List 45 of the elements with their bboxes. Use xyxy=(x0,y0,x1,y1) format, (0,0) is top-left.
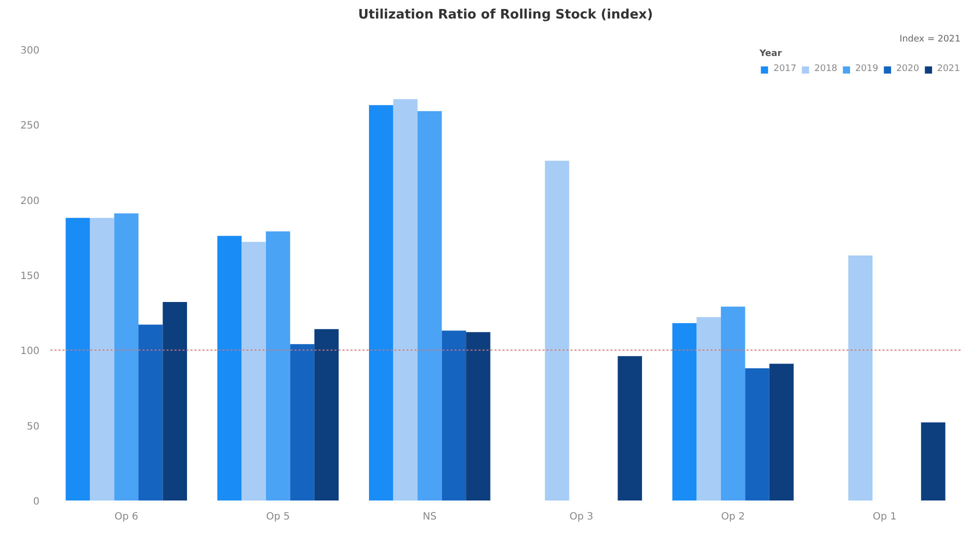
y-tick-label: 200 xyxy=(20,196,40,207)
y-tick-label: 300 xyxy=(20,46,40,56)
bar xyxy=(418,111,442,500)
bar xyxy=(314,329,339,500)
y-tick-label: 50 xyxy=(26,421,40,432)
text: Index = 2021 xyxy=(900,34,961,44)
legend-label: 2019 xyxy=(855,64,878,74)
bar xyxy=(442,330,466,500)
bar xyxy=(90,218,114,500)
bar xyxy=(66,218,90,500)
bar xyxy=(769,364,794,500)
bar xyxy=(266,231,290,500)
bar xyxy=(369,105,394,500)
bar xyxy=(162,302,187,500)
bar xyxy=(393,99,418,500)
x-tick-label: Op 5 xyxy=(266,512,290,522)
bar xyxy=(720,306,746,500)
y-tick-label: 0 xyxy=(33,496,40,508)
bar xyxy=(921,422,946,500)
y-tick-label: 250 xyxy=(20,120,40,132)
bar xyxy=(242,242,266,500)
x-tick-label: NS xyxy=(422,512,437,522)
legend-label: 2017 xyxy=(773,64,796,74)
y-tick-label: 150 xyxy=(20,271,40,282)
bar xyxy=(114,213,138,500)
bar xyxy=(745,368,770,500)
bar xyxy=(672,323,697,500)
bar xyxy=(618,356,642,500)
y-tick-label: 100 xyxy=(20,346,40,358)
bar xyxy=(290,344,314,500)
bar xyxy=(138,324,163,500)
bar xyxy=(466,332,490,500)
bar xyxy=(848,255,873,500)
legend-title: Year xyxy=(759,49,783,59)
legend-label: 2018 xyxy=(814,64,838,74)
x-tick-label: Op 6 xyxy=(114,512,138,522)
legend-label: 2020 xyxy=(896,64,920,74)
legend-label: 2021 xyxy=(937,64,960,74)
bar xyxy=(544,160,570,500)
x-tick-label: Op 3 xyxy=(569,512,594,522)
chart-title: Utilization Ratio of Rolling Stock (index) xyxy=(358,8,653,22)
bar xyxy=(217,236,242,500)
bar xyxy=(696,317,721,500)
x-tick-label: Op 1 xyxy=(872,512,897,522)
x-tick-label: Op 2 xyxy=(721,512,745,522)
